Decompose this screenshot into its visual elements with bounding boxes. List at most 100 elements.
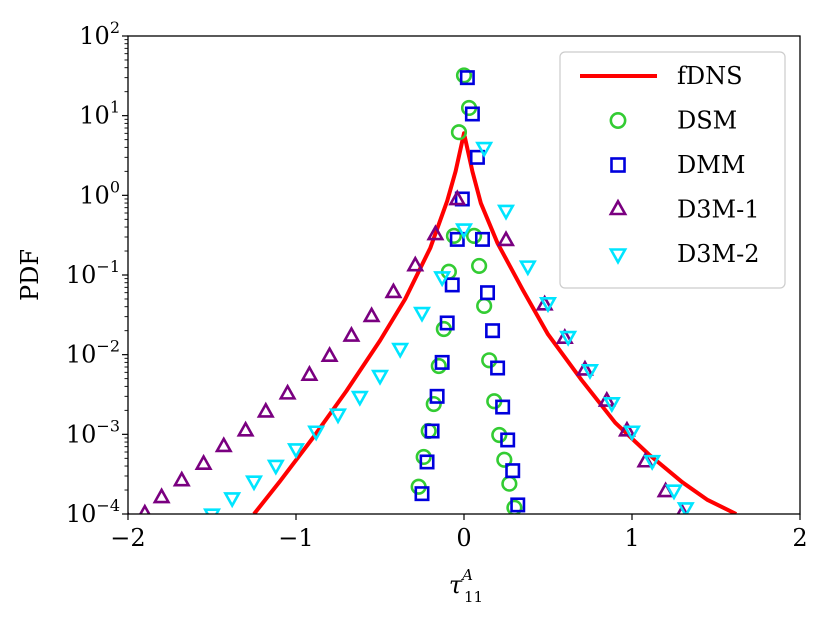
data-point — [500, 432, 516, 448]
data-point — [474, 231, 490, 247]
series-dmm — [414, 70, 526, 513]
plot-series — [128, 67, 738, 514]
legend: fDNS DSM DMM D3M-1 D3M-2 — [559, 51, 786, 289]
data-point — [505, 463, 521, 479]
legend-label: DSM — [677, 107, 737, 135]
data-point — [471, 257, 488, 275]
data-point — [617, 420, 636, 437]
data-point — [455, 67, 473, 84]
data-point — [575, 359, 594, 376]
y-axis-label: PDF — [16, 249, 44, 301]
data-point — [676, 502, 695, 514]
y-tick-label: 100 — [79, 177, 120, 209]
legend-label: fDNS — [677, 62, 743, 90]
data-point — [501, 475, 518, 492]
data-point — [555, 327, 574, 344]
data-point — [391, 342, 410, 359]
data-point — [412, 306, 432, 323]
legend-item: fDNS — [580, 62, 743, 90]
y-tick-label: 101 — [79, 98, 120, 130]
data-point — [430, 357, 447, 375]
x-axis-label: τA 11 — [449, 566, 483, 606]
data-point — [172, 470, 191, 487]
data-point — [538, 297, 558, 314]
y-tick-label: 10−2 — [66, 337, 120, 369]
legend-marker — [610, 157, 626, 173]
axes: −2 −1 0 1 2 10−4 10−3 10−2 10−1 100 101 102 — [66, 18, 808, 552]
data-point — [244, 475, 264, 492]
data-point — [464, 106, 480, 122]
legend-item: DSM — [609, 107, 737, 135]
data-point — [342, 325, 361, 342]
data-point — [424, 423, 440, 439]
data-point — [266, 459, 285, 476]
data-point — [256, 401, 275, 418]
data-point — [496, 451, 513, 468]
x-axis-label-sub: 11 — [464, 588, 483, 606]
data-point — [138, 503, 151, 514]
data-point — [602, 397, 621, 414]
data-point — [496, 230, 516, 247]
x-tick-label: 2 — [792, 524, 807, 552]
data-point — [481, 352, 498, 369]
data-point — [439, 315, 455, 331]
data-point — [419, 454, 435, 470]
data-point — [425, 395, 442, 413]
series-line — [252, 131, 738, 514]
legend-item: D3M-1 — [608, 196, 759, 224]
data-point — [485, 323, 501, 339]
data-point — [664, 484, 684, 501]
y-tick-label: 10−4 — [66, 496, 120, 528]
data-point — [480, 285, 496, 301]
data-point — [459, 70, 475, 86]
data-point — [454, 223, 474, 240]
data-point — [448, 189, 467, 206]
data-point — [328, 408, 348, 425]
legend-item: DMM — [610, 151, 745, 179]
x-tick-label: 1 — [624, 524, 639, 552]
data-point — [449, 231, 465, 247]
data-point — [300, 364, 319, 381]
x-tick-label: 0 — [456, 524, 471, 552]
data-point — [420, 422, 437, 440]
x-tick-label: −1 — [278, 524, 313, 552]
data-point — [475, 141, 494, 158]
legend-marker — [608, 248, 628, 265]
data-point — [194, 453, 213, 470]
y-tick-label: 102 — [79, 18, 120, 50]
data-point — [643, 454, 662, 471]
legend-label: D3M-1 — [677, 196, 759, 224]
legend-box — [559, 51, 786, 289]
data-point — [406, 255, 425, 272]
data-point — [202, 508, 222, 514]
data-point — [495, 399, 511, 415]
data-point — [433, 271, 452, 288]
data-point — [580, 363, 600, 381]
data-point — [465, 227, 483, 244]
data-point — [370, 369, 390, 386]
series-d3m-2 — [202, 141, 695, 514]
x-axis-label-base: τ — [449, 571, 463, 599]
data-point — [429, 388, 445, 404]
data-point — [450, 124, 468, 141]
data-point — [286, 443, 306, 460]
data-point — [434, 354, 450, 370]
data-point — [384, 282, 403, 299]
data-point — [622, 425, 642, 442]
x-tick-label: −2 — [110, 524, 145, 552]
data-point — [362, 306, 381, 323]
legend-marker — [609, 112, 627, 129]
data-point — [152, 487, 171, 504]
data-point — [278, 383, 297, 400]
data-point — [307, 425, 326, 442]
data-point — [490, 360, 506, 376]
data-point — [445, 227, 463, 244]
data-point — [510, 497, 526, 513]
legend-marker — [608, 198, 628, 216]
data-point — [496, 204, 516, 221]
legend-label: DMM — [677, 151, 745, 179]
y-tick-label: 10−3 — [66, 416, 120, 448]
data-point — [476, 297, 493, 314]
data-point — [535, 294, 554, 311]
